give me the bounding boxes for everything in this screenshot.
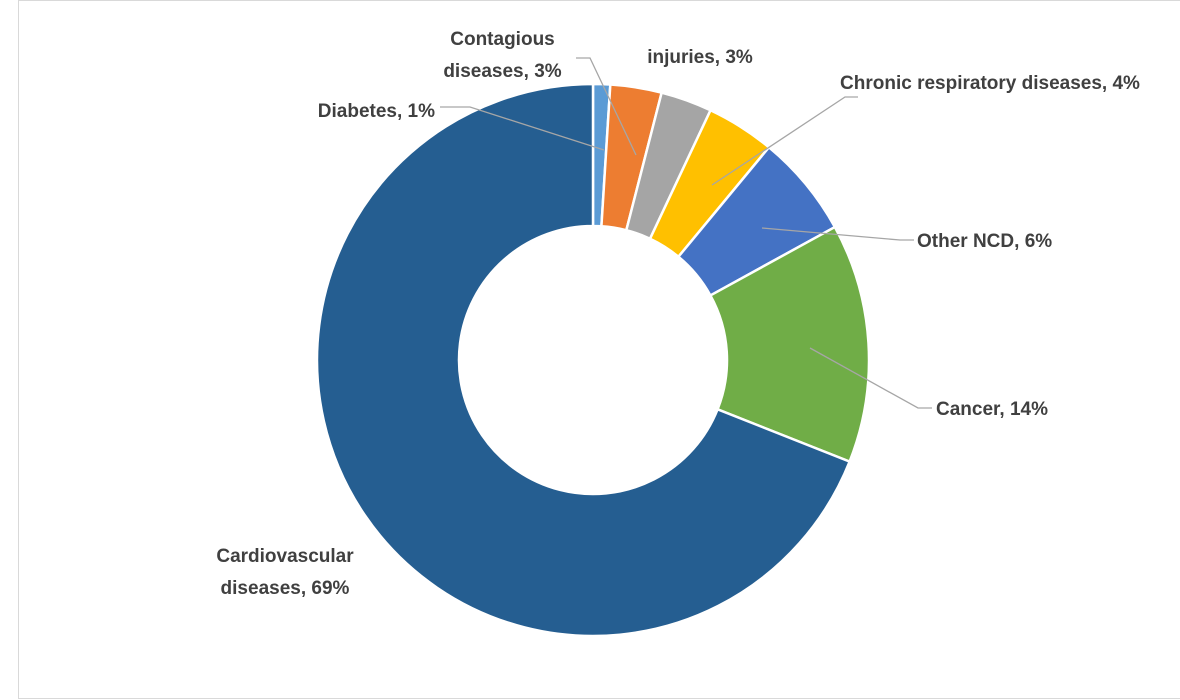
leader-line bbox=[761, 227, 914, 241]
category: Cardiovascular diseases bbox=[216, 546, 354, 599]
separator: , bbox=[1014, 231, 1025, 252]
value-label: 6% bbox=[1024, 231, 1053, 252]
separator: , bbox=[714, 47, 726, 68]
value-label: 69% bbox=[311, 578, 350, 599]
data-label: Contagious diseases, 3% bbox=[420, 24, 585, 88]
value-label: 14% bbox=[1009, 399, 1048, 420]
data-label: injuries, 3% bbox=[620, 42, 780, 74]
separator: , bbox=[523, 61, 535, 82]
category: injuries bbox=[647, 47, 715, 68]
data-label: Cancer, 14% bbox=[936, 394, 1136, 426]
leader-line bbox=[576, 57, 637, 156]
category: Other NCD bbox=[917, 231, 1015, 252]
data-label: Other NCD, 6% bbox=[917, 226, 1117, 258]
leader-line bbox=[440, 106, 605, 151]
chart-border bbox=[18, 0, 1180, 699]
separator: , bbox=[300, 578, 312, 599]
value-label: 3% bbox=[725, 47, 753, 68]
separator: , bbox=[1101, 73, 1113, 94]
value-label: 4% bbox=[1112, 73, 1140, 94]
category: Diabetes bbox=[317, 101, 397, 122]
separator: , bbox=[999, 399, 1010, 420]
data-label: Cardiovascular diseases, 69% bbox=[180, 541, 390, 605]
value-label: 1% bbox=[407, 101, 435, 122]
category: Chronic respiratory diseases bbox=[840, 73, 1102, 94]
leader-line bbox=[809, 347, 932, 409]
data-label: Diabetes, 1% bbox=[250, 96, 435, 128]
donut-segment bbox=[315, 82, 852, 638]
separator: , bbox=[396, 101, 408, 122]
donut-segment bbox=[708, 225, 871, 464]
category: Cancer bbox=[936, 399, 1000, 420]
leader-line bbox=[711, 96, 858, 186]
data-label: Chronic respiratory diseases, 4% bbox=[840, 68, 1140, 100]
category: Contagious diseases bbox=[443, 29, 555, 82]
value-label: 3% bbox=[534, 61, 562, 82]
